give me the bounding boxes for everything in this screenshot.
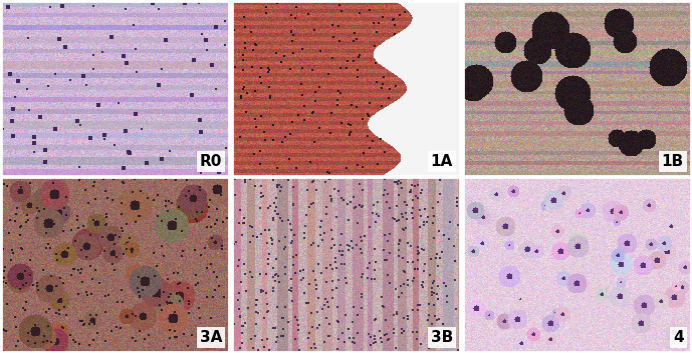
- Text: 3B: 3B: [430, 330, 453, 345]
- Text: 3A: 3A: [199, 330, 222, 345]
- Text: 1B: 1B: [662, 154, 684, 169]
- Text: R0: R0: [199, 154, 222, 169]
- Text: 4: 4: [673, 330, 684, 345]
- Text: 1A: 1A: [430, 154, 453, 169]
